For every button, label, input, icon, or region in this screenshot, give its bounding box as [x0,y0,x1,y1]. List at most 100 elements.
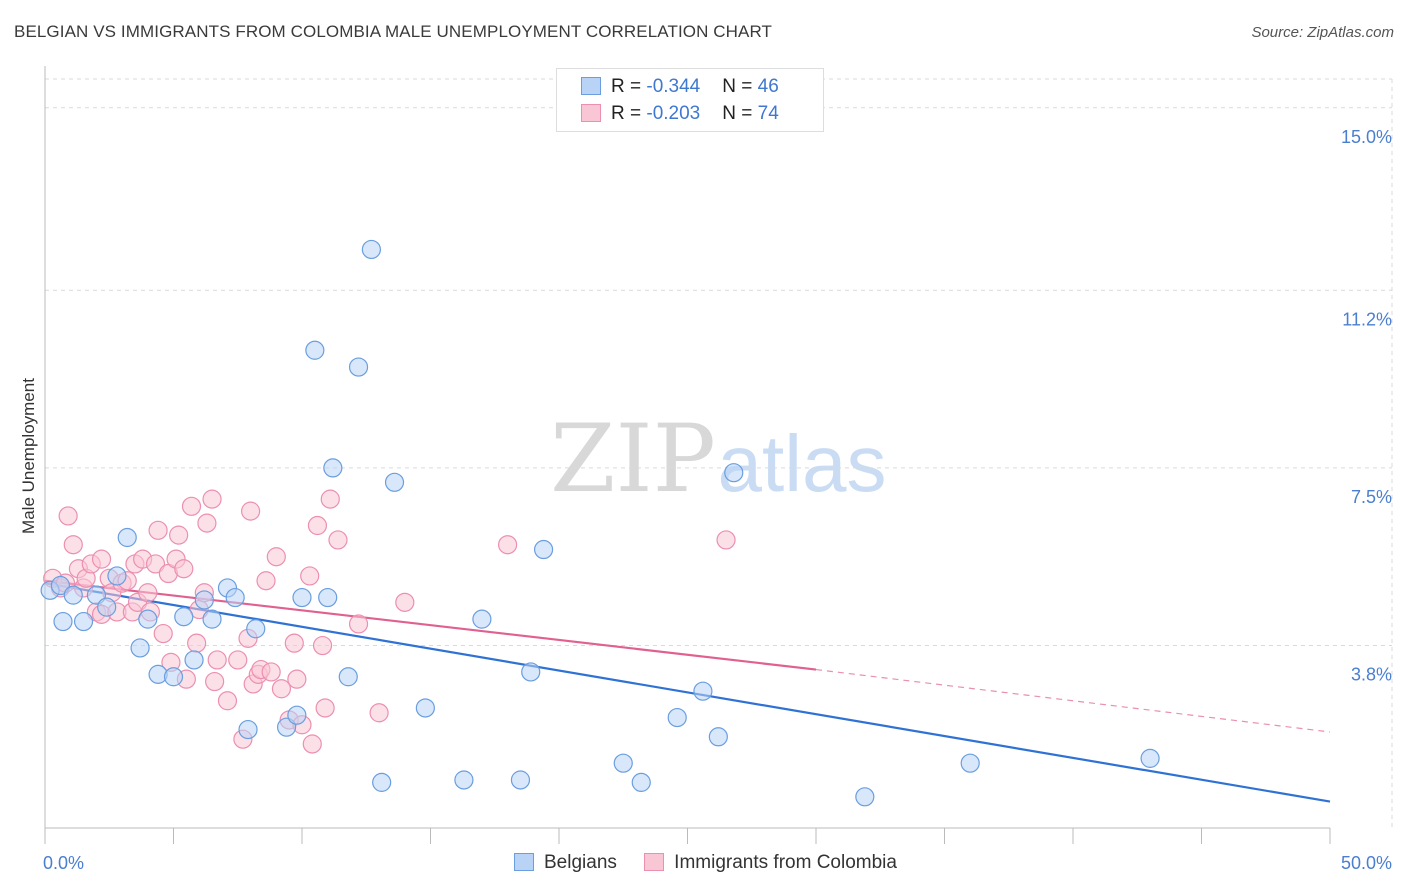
colombia-point-50 [266,547,286,567]
y-tick-label-1: 7.5% [1351,487,1392,507]
colombia-n-label: N = [722,103,758,124]
belgians-point-31 [384,472,405,492]
colombia-point-64 [369,703,389,723]
legend-item-colombia[interactable]: Immigrants from Colombia [644,852,897,874]
belgians-point-9 [130,638,150,658]
colombia-point-3 [58,506,78,526]
belgians-point-45 [960,753,980,773]
belgians-point-14 [184,650,204,670]
belgians-n-value: 46 [757,76,779,97]
x-tick-label-0: 0.0% [43,853,84,873]
colombia-trend-extension [815,668,1331,733]
data-points [40,239,1160,807]
colombia-point-48 [256,571,276,591]
colombia-point-49 [261,662,281,682]
belgians-trend-line [44,582,1331,803]
legend-belgians-label: Belgians [544,852,617,873]
belgians-point-41 [693,681,713,701]
colombia-point-36 [197,513,217,533]
belgians-n-label: N = [722,76,758,97]
colombia-point-38 [205,671,225,692]
colombia-point-58 [307,515,328,536]
chart-title: BELGIAN VS IMMIGRANTS FROM COLOMBIA MALE… [14,22,773,41]
stats-row-colombia: R = -0.203 N = 74 [581,103,779,127]
colombia-point-24 [148,520,168,540]
colombia-point-65 [395,592,415,612]
colombia-n-value: 74 [757,103,779,124]
colombia-point-56 [300,566,320,586]
belgians-point-1 [50,575,71,596]
colombia-point-57 [302,734,322,754]
colombia-point-62 [328,530,348,550]
belgians-point-20 [238,719,258,740]
belgians-point-15 [194,590,214,610]
belgians-point-29 [361,239,381,260]
colombia-point-23 [145,554,166,574]
legend-colombia-swatch [644,853,665,871]
belgians-point-19 [246,619,266,639]
watermark-atlas: atlas [718,419,887,508]
colombia-point-21 [138,583,158,603]
belgians-point-40 [667,707,687,728]
belgians-point-32 [415,698,435,718]
colombia-point-29 [169,525,189,545]
colombia-point-66 [498,535,518,555]
belgians-point-23 [292,587,312,608]
x-tick-label-1: 50.0% [1341,853,1392,873]
gridlines [45,78,1393,828]
belgians-point-28 [348,357,369,377]
belgians-point-24 [318,587,338,608]
colombia-point-4 [63,535,83,555]
belgians-swatch [581,77,601,95]
belgians-point-36 [521,662,541,682]
belgians-r-value: -0.344 [646,76,701,97]
colombia-point-60 [315,698,335,718]
colombia-swatch [581,104,601,122]
watermark: ZIP atlas [550,405,886,514]
belgians-point-43 [724,463,744,483]
belgians-point-46 [1140,748,1160,768]
colombia-point-37 [202,489,222,509]
belgians-point-6 [97,597,117,617]
belgians-point-42 [708,727,728,747]
belgians-point-44 [855,787,875,807]
tick-labels: 3.8% 7.5% 11.2% 15.0% 0.0% 50.0% [43,127,1392,873]
belgians-point-10 [138,609,158,629]
colombia-trend-line [44,579,817,671]
belgians-point-33 [454,770,474,790]
belgians-point-37 [533,539,554,560]
belgians-point-25 [305,340,325,360]
source-credit: Source: ZipAtlas.com [1251,24,1394,41]
colombia-point-30 [174,559,194,579]
belgians-point-30 [372,772,392,792]
belgians-point-26 [323,458,343,478]
belgians-point-12 [163,667,184,687]
colombia-point-53 [284,633,304,653]
colombia-point-51 [271,679,292,699]
colombia-point-54 [287,669,307,689]
belgians-point-34 [472,609,492,629]
legend-item-belgians[interactable]: Belgians [514,852,617,874]
axes [44,66,1331,844]
y-tick-label-2: 11.2% [1342,309,1392,329]
belgians-point-4 [73,611,94,632]
colombia-point-39 [207,650,227,670]
y-tick-label-3: 15.0% [1341,127,1392,147]
legend-belgians-swatch [514,853,534,871]
colombia-point-61 [320,489,340,509]
colombia-point-44 [241,501,261,521]
stats-box: R = -0.344 N = 46 R = -0.203 N = 74 [556,68,824,132]
belgians-point-2 [53,611,73,632]
colombia-point-59 [312,635,333,656]
belgians-point-35 [510,770,531,790]
colombia-point-25 [153,623,173,644]
colombia-point-41 [228,650,248,670]
colombia-point-63 [348,614,369,634]
belgians-point-22 [287,705,307,725]
colombia-point-67 [716,530,736,550]
belgians-point-13 [174,607,194,627]
belgians-r-label: R = [611,76,647,97]
colombia-point-10 [91,549,112,569]
belgians-point-7 [107,566,127,586]
